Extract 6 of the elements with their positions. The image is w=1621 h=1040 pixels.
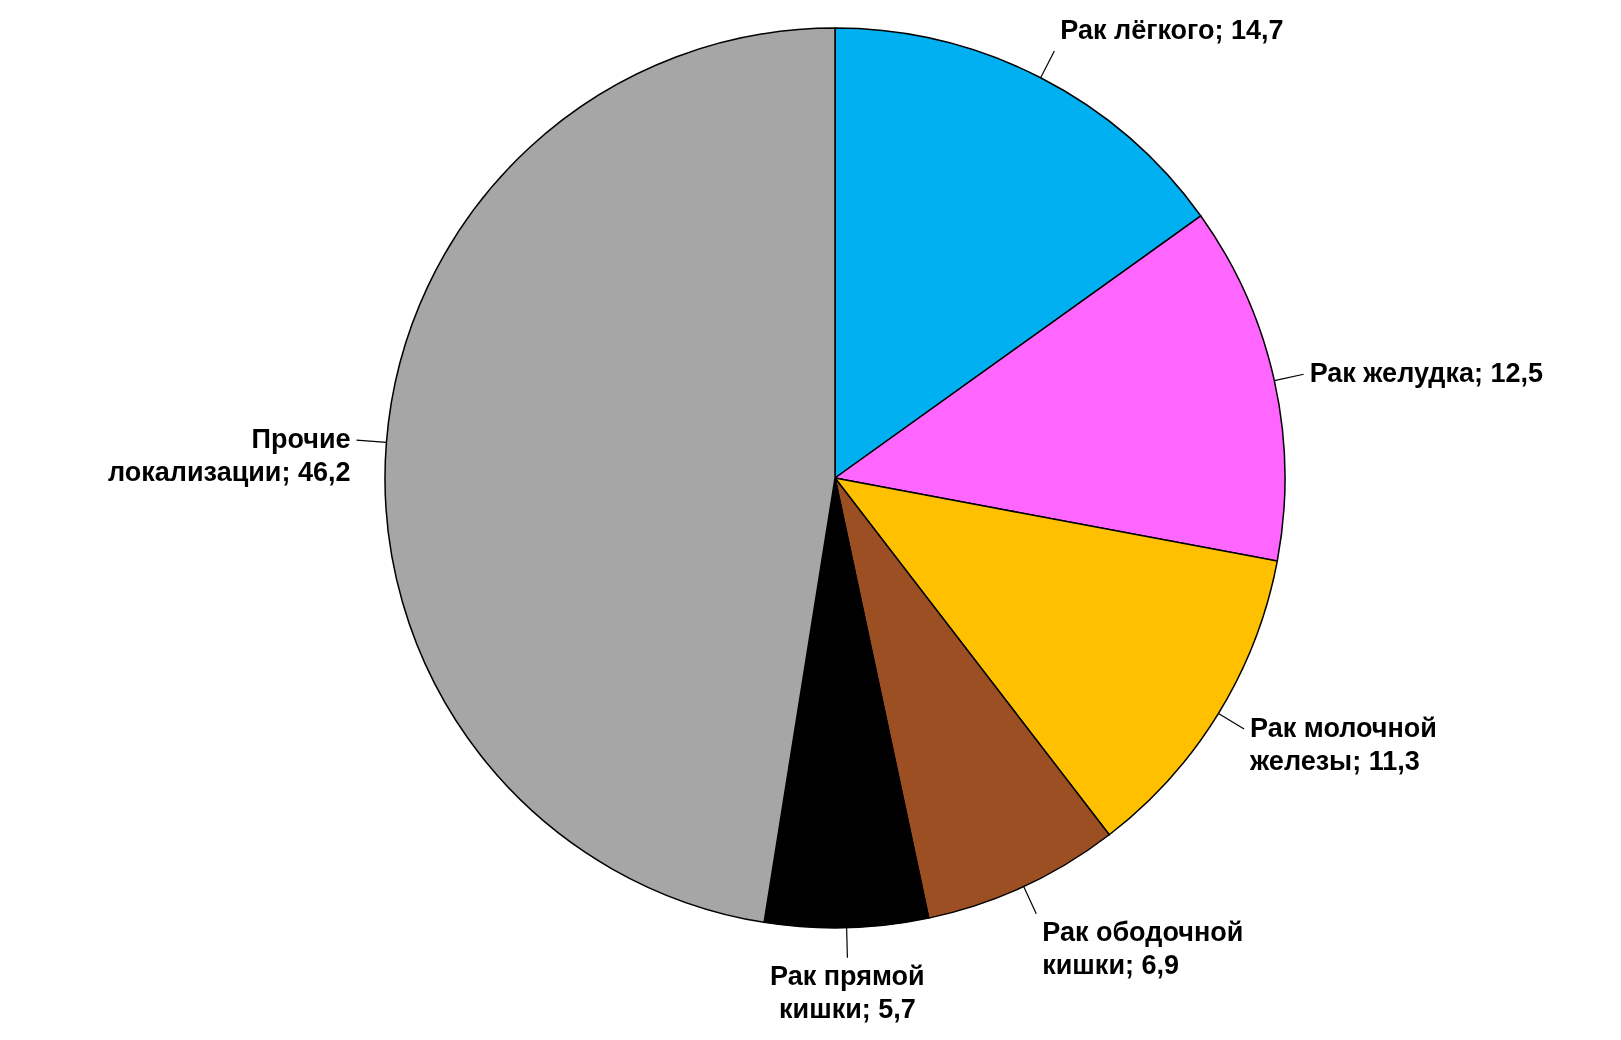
slice-label: Рак лёгкого; 14,7: [1060, 15, 1284, 46]
slice-label: Рак прямой кишки; 5,7: [770, 960, 925, 1024]
slice-label: Прочие локализации; 46,2: [108, 424, 351, 488]
slice-label: Рак желудка; 12,5: [1309, 358, 1543, 389]
slice-label: Рак ободочной кишки; 6,9: [1042, 916, 1244, 980]
slice-label: Рак молочной железы; 11,3: [1249, 713, 1437, 777]
